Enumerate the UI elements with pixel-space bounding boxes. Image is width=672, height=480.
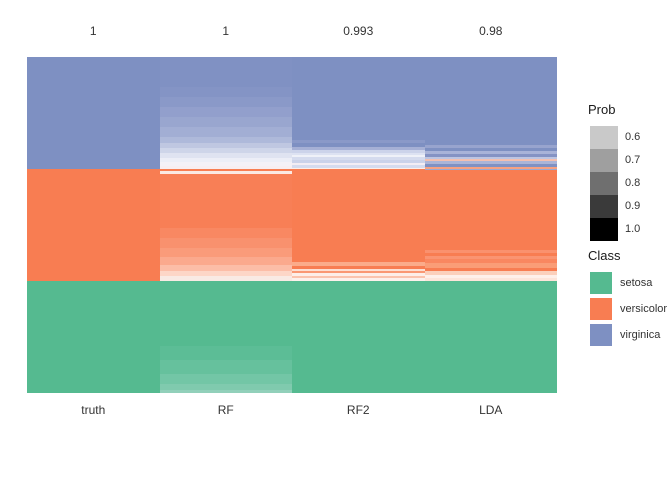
top-score-axis: 1 1 0.993 0.98 [27, 24, 557, 39]
x-label-rf: RF [217, 403, 234, 417]
heatmap-plot [27, 57, 557, 393]
prob-swatch-0.9 [590, 195, 618, 218]
class-legend-items: setosa versicolor virginica [590, 272, 667, 350]
prob-legend-body: 0.6 0.7 0.8 0.9 1.0 [590, 126, 640, 241]
heatmap-band-RF-setosa [159, 281, 292, 393]
prob-swatch-0.8 [590, 172, 618, 195]
heatmap-band-RF-virginica [159, 57, 292, 169]
top-score-truth: 1 [89, 24, 97, 38]
class-label: virginica [620, 329, 661, 341]
class-swatch-versicolor [590, 298, 612, 320]
heatmap-band-RF-versicolor [159, 169, 292, 281]
heatmap-band-LDA-versicolor [424, 169, 557, 281]
heatmap-column-RF [159, 57, 292, 393]
top-score-rf: 1 [222, 24, 230, 38]
prob-swatch-0.6 [590, 126, 618, 149]
heatmap-column-LDA [424, 57, 557, 393]
heatmap-band-RF2-virginica [292, 57, 425, 169]
class-label: setosa [620, 277, 653, 289]
class-legend-item-versicolor: versicolor [590, 298, 667, 320]
prob-tick-label: 0.9 [625, 200, 641, 212]
x-label-rf2: RF2 [346, 403, 370, 417]
class-legend: Class setosa versicolor virginica [588, 248, 667, 350]
x-label-lda: LDA [479, 403, 503, 417]
top-score-lda: 0.98 [479, 24, 503, 38]
prob-legend: Prob 0.6 0.7 0.8 0.9 1.0 [588, 102, 640, 241]
heatmap-band-truth-virginica [27, 57, 160, 169]
heatmap-column-truth [27, 57, 160, 393]
class-legend-title: Class [588, 248, 621, 263]
heatmap-band-truth-setosa [27, 281, 160, 393]
heatmap-band-truth-versicolor [27, 169, 160, 281]
prob-colorbar-ticks: 0.6 0.7 0.8 0.9 1.0 [625, 126, 640, 241]
top-score-rf2: 0.993 [343, 24, 374, 38]
prob-colorbar [590, 126, 618, 241]
prob-swatch-1.0 [590, 218, 618, 241]
prob-legend-title: Prob [588, 102, 616, 117]
heatmap-band-LDA-setosa [424, 281, 557, 393]
x-label-truth: truth [81, 403, 106, 417]
class-legend-item-virginica: virginica [590, 324, 667, 346]
prob-tick-label: 0.7 [625, 154, 641, 166]
prob-tick-label: 1.0 [625, 223, 641, 235]
heatmap-band-LDA-virginica [424, 57, 557, 169]
heatmap-band-RF2-versicolor [292, 169, 425, 281]
prob-tick-label: 0.8 [625, 177, 641, 189]
heatmap-band-RF2-setosa [292, 281, 425, 393]
x-axis-labels: truth RF RF2 LDA [27, 403, 557, 418]
class-swatch-setosa [590, 272, 612, 294]
class-label: versicolor [620, 303, 668, 315]
heatmap-column-RF2 [292, 57, 425, 393]
prob-swatch-0.7 [590, 149, 618, 172]
class-swatch-virginica [590, 324, 612, 346]
prob-tick-label: 0.6 [625, 131, 641, 143]
class-legend-item-setosa: setosa [590, 272, 667, 294]
